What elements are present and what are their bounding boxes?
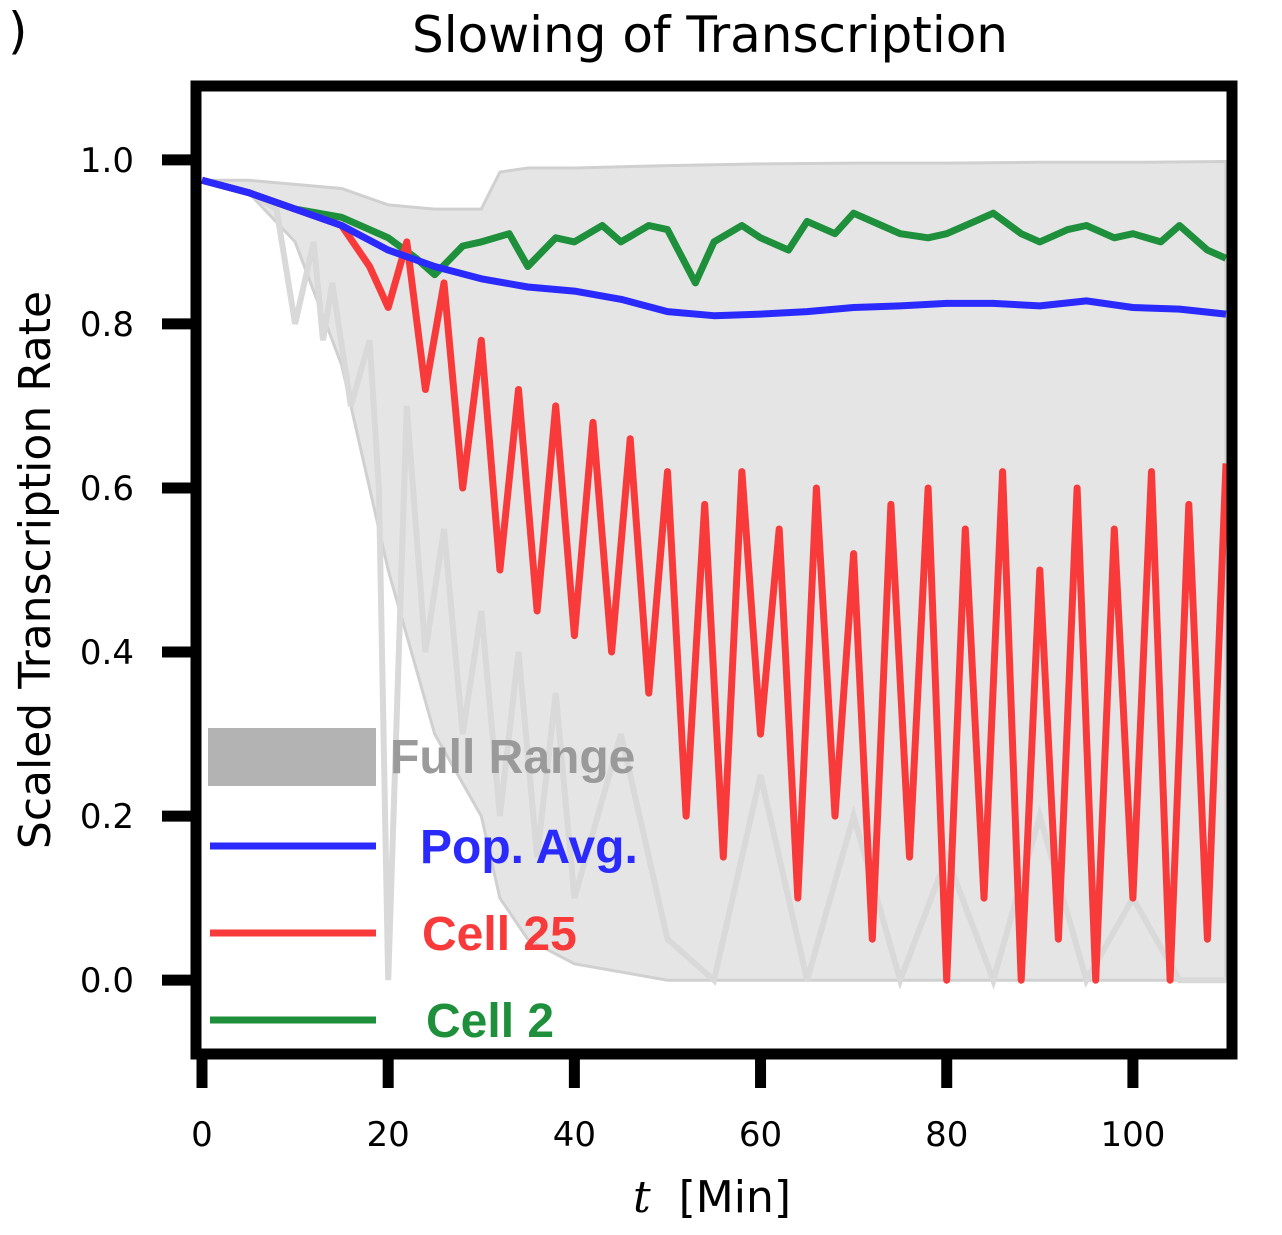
corner-mark: ) xyxy=(8,2,28,60)
x-tick-label: 100 xyxy=(1100,1115,1165,1155)
series-line-cell-2 xyxy=(201,176,1228,287)
x-tick-label: 20 xyxy=(367,1115,410,1155)
legend-label-cell-25: Cell 25 xyxy=(422,908,577,961)
y-axis-label: Scaled Transcription Rate xyxy=(10,291,61,849)
x-axis-unit: [Min] xyxy=(679,1172,791,1223)
x-axis-variable: t xyxy=(633,1172,651,1223)
x-axis-label: t [Min] xyxy=(633,1172,791,1223)
series-line-pop-avg xyxy=(201,176,1227,320)
y-tick-label: 0.0 xyxy=(80,961,134,1001)
y-tick-label: 0.4 xyxy=(80,633,134,673)
plot-area: Full Range Pop. Avg. Cell 25 Cell 2 xyxy=(190,80,1238,1060)
legend-label-pop-avg: Pop. Avg. xyxy=(420,821,638,874)
x-tick-label: 0 xyxy=(191,1115,213,1155)
y-tick-label: 0.6 xyxy=(80,469,134,509)
plot-frame xyxy=(190,80,1238,1060)
chart-title: Slowing of Transcription xyxy=(412,6,1008,64)
y-axis: 0.0 0.2 0.4 0.6 0.8 1.0 xyxy=(80,141,191,1001)
full-range-band xyxy=(201,159,1228,982)
legend-swatch-full-range xyxy=(208,728,376,786)
x-tick-label: 40 xyxy=(553,1115,596,1155)
y-tick-label: 1.0 xyxy=(80,141,134,181)
x-axis: 0 20 40 60 80 100 xyxy=(191,1059,1165,1155)
legend-label-full-range: Full Range xyxy=(390,731,635,784)
ghost-cell-line xyxy=(201,177,1226,990)
y-tick-label: 0.2 xyxy=(80,797,134,837)
y-tick-label: 0.8 xyxy=(80,305,134,345)
x-tick-label: 60 xyxy=(739,1115,782,1155)
legend-label-cell-2: Cell 2 xyxy=(426,995,554,1048)
series-line-cell-25 xyxy=(201,176,1230,984)
x-tick-label: 80 xyxy=(925,1115,968,1155)
